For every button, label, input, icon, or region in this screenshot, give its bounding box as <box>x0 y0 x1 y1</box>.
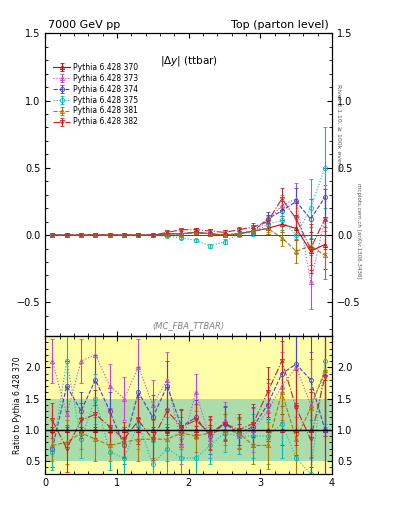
Bar <box>45 398 332 461</box>
Text: mcplots.cern.ch [arXiv:1306.3436]: mcplots.cern.ch [arXiv:1306.3436] <box>356 183 361 278</box>
Text: $|\Delta y|$ (ttbar): $|\Delta y|$ (ttbar) <box>160 54 218 69</box>
Y-axis label: Ratio to Pythia 6.428 370: Ratio to Pythia 6.428 370 <box>13 356 22 454</box>
Text: Top (parton level): Top (parton level) <box>231 20 329 30</box>
Text: Rivet 3.1.10, ≥ 100k events: Rivet 3.1.10, ≥ 100k events <box>336 84 341 172</box>
Text: 7000 GeV pp: 7000 GeV pp <box>48 20 120 30</box>
Legend: Pythia 6.428 370, Pythia 6.428 373, Pythia 6.428 374, Pythia 6.428 375, Pythia 6: Pythia 6.428 370, Pythia 6.428 373, Pyth… <box>52 61 140 128</box>
Text: (MC_FBA_TTBAR): (MC_FBA_TTBAR) <box>152 321 225 330</box>
